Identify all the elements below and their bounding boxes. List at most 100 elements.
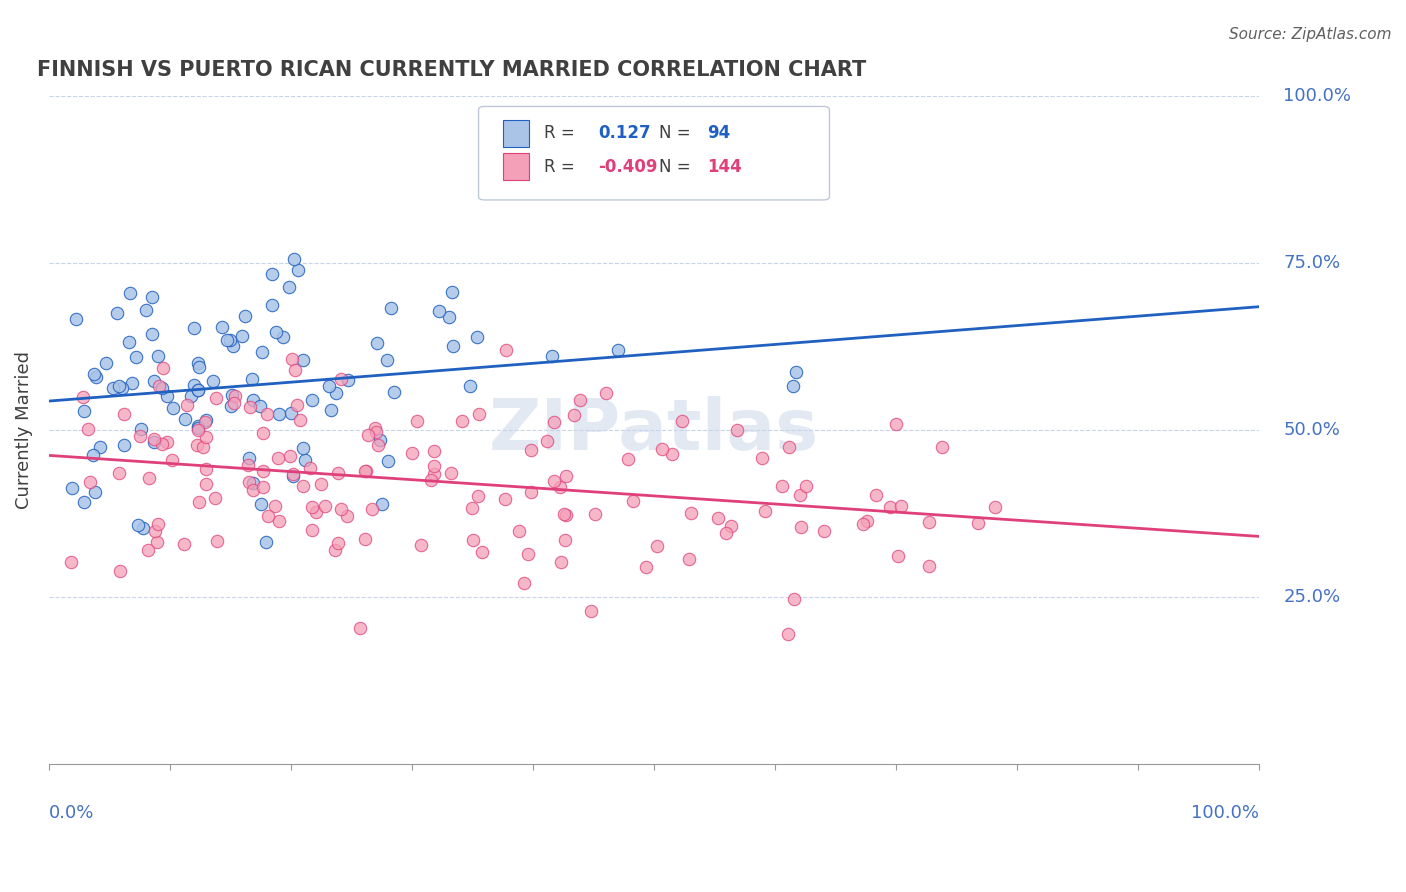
Finns xyxy=(111,381,134,395)
Puerto Ricans xyxy=(323,543,346,558)
Puerto Ricans xyxy=(579,604,602,618)
Puerto Ricans xyxy=(468,407,491,421)
Finns xyxy=(287,262,309,277)
Finns xyxy=(283,252,305,266)
Puerto Ricans xyxy=(353,532,375,546)
Puerto Ricans xyxy=(150,437,173,451)
Puerto Ricans xyxy=(138,471,160,485)
Puerto Ricans xyxy=(918,515,941,529)
Puerto Ricans xyxy=(555,508,578,523)
Puerto Ricans xyxy=(252,464,274,478)
Puerto Ricans xyxy=(252,426,274,441)
Finns xyxy=(73,494,96,508)
Puerto Ricans xyxy=(108,467,131,481)
Puerto Ricans xyxy=(186,438,208,452)
Finns xyxy=(465,329,488,343)
Y-axis label: Currently Married: Currently Married xyxy=(15,351,32,509)
Finns xyxy=(135,303,157,318)
Puerto Ricans xyxy=(194,461,217,475)
Text: N =: N = xyxy=(659,158,696,176)
Puerto Ricans xyxy=(236,458,259,472)
Puerto Ricans xyxy=(242,483,264,498)
Text: 100.0%: 100.0% xyxy=(1191,805,1258,822)
Finns xyxy=(250,497,273,511)
Puerto Ricans xyxy=(336,508,359,523)
Finns xyxy=(280,406,302,420)
Puerto Ricans xyxy=(678,552,700,566)
Finns xyxy=(267,407,290,421)
Puerto Ricans xyxy=(562,408,585,422)
Finns xyxy=(129,422,152,436)
Finns xyxy=(458,378,481,392)
Puerto Ricans xyxy=(281,352,304,367)
Finns xyxy=(60,482,83,496)
Puerto Ricans xyxy=(305,505,328,519)
Puerto Ricans xyxy=(516,547,538,561)
Puerto Ricans xyxy=(931,440,953,454)
Puerto Ricans xyxy=(789,488,811,502)
Finns xyxy=(211,320,233,334)
Puerto Ricans xyxy=(353,464,375,478)
Puerto Ricans xyxy=(884,417,907,432)
Puerto Ricans xyxy=(264,500,287,514)
Puerto Ricans xyxy=(536,434,558,448)
Puerto Ricans xyxy=(173,537,195,551)
Puerto Ricans xyxy=(152,361,174,376)
Finns xyxy=(65,311,87,326)
Puerto Ricans xyxy=(621,494,644,508)
Puerto Ricans xyxy=(865,488,887,502)
Puerto Ricans xyxy=(966,516,988,530)
FancyBboxPatch shape xyxy=(503,153,530,180)
Puerto Ricans xyxy=(224,388,246,402)
Puerto Ricans xyxy=(725,423,748,437)
Puerto Ricans xyxy=(367,438,389,452)
Puerto Ricans xyxy=(508,524,530,538)
Puerto Ricans xyxy=(679,506,702,520)
Text: 144: 144 xyxy=(707,158,742,176)
Finns xyxy=(249,399,271,413)
Puerto Ricans xyxy=(176,398,198,412)
Finns xyxy=(382,385,405,400)
Puerto Ricans xyxy=(852,517,875,532)
Puerto Ricans xyxy=(651,442,673,456)
Puerto Ricans xyxy=(513,576,536,591)
Text: N =: N = xyxy=(659,124,696,142)
Puerto Ricans xyxy=(193,440,215,454)
Text: 75.0%: 75.0% xyxy=(1284,254,1340,272)
Puerto Ricans xyxy=(301,523,323,537)
Finns xyxy=(180,389,202,403)
Puerto Ricans xyxy=(287,398,309,412)
Puerto Ricans xyxy=(461,500,484,515)
Puerto Ricans xyxy=(520,485,543,500)
Finns xyxy=(141,290,163,304)
Finns xyxy=(101,381,124,395)
Puerto Ricans xyxy=(751,450,773,465)
Finns xyxy=(231,329,253,343)
Puerto Ricans xyxy=(401,446,423,460)
Puerto Ricans xyxy=(361,502,384,516)
Puerto Ricans xyxy=(553,507,575,521)
Finns xyxy=(187,356,209,370)
Finns xyxy=(240,372,263,386)
Finns xyxy=(112,438,135,452)
Puerto Ricans xyxy=(890,500,912,514)
Text: 100.0%: 100.0% xyxy=(1284,87,1351,105)
Puerto Ricans xyxy=(194,415,217,429)
Text: 0.127: 0.127 xyxy=(599,124,651,142)
Puerto Ricans xyxy=(467,489,489,503)
Finns xyxy=(121,376,143,391)
Finns xyxy=(118,285,141,300)
Finns xyxy=(377,454,399,468)
Finns xyxy=(370,497,392,511)
Puerto Ricans xyxy=(269,514,291,528)
Puerto Ricans xyxy=(918,559,941,574)
Puerto Ricans xyxy=(783,592,806,607)
Puerto Ricans xyxy=(550,555,572,569)
Puerto Ricans xyxy=(706,511,728,525)
Puerto Ricans xyxy=(238,475,260,489)
Finns xyxy=(242,392,264,407)
Puerto Ricans xyxy=(207,534,229,549)
Finns xyxy=(291,353,314,368)
Finns xyxy=(437,310,460,325)
Text: 25.0%: 25.0% xyxy=(1284,589,1340,607)
